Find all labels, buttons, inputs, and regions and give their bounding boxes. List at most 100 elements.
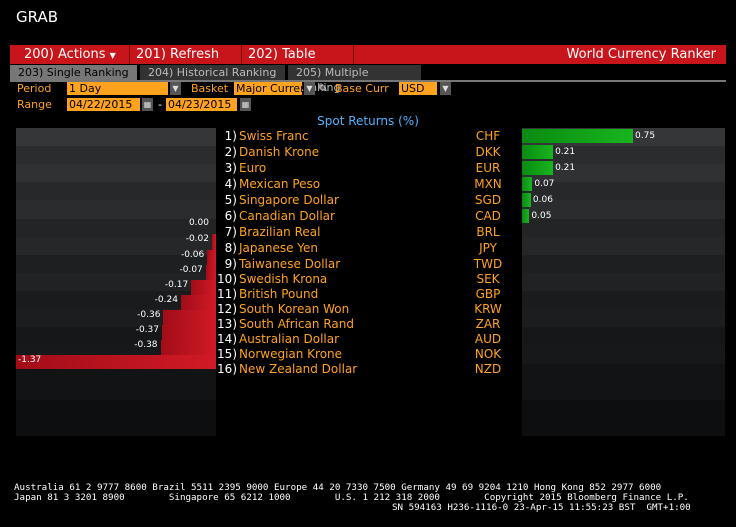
currency-name[interactable]: Swedish Krona xyxy=(239,272,328,286)
chart-band xyxy=(522,254,725,273)
basket-dropdown-icon[interactable]: ▼ xyxy=(304,82,315,95)
actions-menu-button[interactable]: 200) Actions ▼ xyxy=(18,45,130,64)
chart-band xyxy=(16,399,216,418)
negative-return-label: -0.24 xyxy=(154,295,178,305)
currency-code[interactable]: NOK xyxy=(474,347,502,361)
positive-return-label: 0.75 xyxy=(635,131,656,141)
currency-code[interactable]: AUD xyxy=(474,332,502,346)
chart-band xyxy=(522,146,725,165)
rank-number: 7) xyxy=(224,225,237,239)
chart-band xyxy=(522,182,725,201)
rank-number: 15) xyxy=(217,347,237,361)
footer-contacts-line-1: Australia 61 2 9777 8600 Brazil 5511 239… xyxy=(14,482,662,493)
positive-return-label: 0.21 xyxy=(555,163,576,173)
negative-return-label: -0.17 xyxy=(164,280,189,290)
chart-band xyxy=(522,272,725,292)
chart-band xyxy=(522,164,725,183)
range-label: Range xyxy=(17,98,52,111)
base-currency-dropdown-icon[interactable]: ▼ xyxy=(440,82,451,95)
currency-code[interactable]: TWD xyxy=(473,257,503,271)
range-start-field[interactable]: 04/22/2015 xyxy=(67,98,140,111)
period-label: Period xyxy=(17,82,52,95)
basket-field[interactable]: Major Curren xyxy=(234,82,302,95)
chart-band xyxy=(16,164,216,183)
currency-name[interactable]: Japanese Yen xyxy=(239,241,319,255)
positive-return-bar xyxy=(522,177,533,191)
chart-band xyxy=(16,128,216,147)
currency-code[interactable]: MXN xyxy=(474,177,502,191)
period-field[interactable]: 1 Day xyxy=(67,82,168,95)
currency-name[interactable]: South Korean Won xyxy=(239,302,350,316)
currency-code[interactable]: BRL xyxy=(476,225,500,239)
chart-band xyxy=(16,236,216,255)
range-end-field[interactable]: 04/23/2015 xyxy=(166,98,237,111)
currency-name[interactable]: Danish Krone xyxy=(239,145,320,159)
currency-code[interactable]: KRW xyxy=(474,302,502,316)
currency-code[interactable]: CHF xyxy=(475,129,501,143)
refresh-button[interactable]: 201) Refresh xyxy=(130,45,242,64)
footer-contacts-line-2: Japan 81 3 3201 8900 Singapore 65 6212 1… xyxy=(14,492,689,503)
chart-band xyxy=(522,218,725,237)
currency-name[interactable]: Swiss Franc xyxy=(239,129,309,143)
chart-band xyxy=(16,381,216,400)
chart-band xyxy=(522,291,725,310)
negative-return-label: -0.36 xyxy=(137,310,161,320)
rank-number: 12) xyxy=(217,302,237,316)
app-title: GRAB xyxy=(16,8,58,26)
chart-band xyxy=(522,363,725,382)
calendar-icon[interactable]: ▦ xyxy=(142,98,153,111)
rank-number: 16) xyxy=(217,362,237,376)
negative-return-label: -0.06 xyxy=(180,250,205,260)
tab-single-ranking[interactable]: 203) Single Ranking xyxy=(10,65,137,80)
currency-code[interactable]: SEK xyxy=(476,272,500,286)
chart-band xyxy=(522,381,725,400)
base-currency-field[interactable]: USD xyxy=(399,82,437,95)
currency-name[interactable]: Taiwanese Dollar xyxy=(239,257,341,271)
currency-name[interactable]: British Pound xyxy=(239,287,319,301)
pencil-icon[interactable]: ✎ xyxy=(318,81,329,95)
currency-code[interactable]: JPY xyxy=(479,241,497,255)
currency-code[interactable]: ZAR xyxy=(475,317,501,331)
negative-return-label: -0.02 xyxy=(185,234,209,244)
positive-return-bar xyxy=(522,145,554,159)
currency-name[interactable]: New Zealand Dollar xyxy=(239,362,358,376)
positive-return-bar xyxy=(522,129,633,143)
currency-name[interactable]: Norwegian Krone xyxy=(239,347,343,361)
chart-band xyxy=(16,182,216,201)
currency-name[interactable]: Singapore Dollar xyxy=(239,193,339,207)
tab-multiple-ranking[interactable]: 205) Multiple Ranking xyxy=(288,65,421,94)
table-button[interactable]: 202) Table xyxy=(242,45,354,64)
chart-band xyxy=(522,399,725,418)
currency-code[interactable]: GBP xyxy=(475,287,501,301)
negative-return-label: -1.37 xyxy=(18,355,42,365)
currency-name[interactable]: Euro xyxy=(239,161,267,175)
chart-title: Spot Returns (%) xyxy=(317,114,419,128)
rank-number: 2) xyxy=(224,145,237,159)
rank-number: 6) xyxy=(224,209,237,223)
chart-band xyxy=(16,218,216,237)
tab-divider xyxy=(10,80,726,82)
currency-name[interactable]: South African Rand xyxy=(239,317,354,331)
chart-band xyxy=(16,417,216,436)
currency-name[interactable]: Mexican Peso xyxy=(239,177,321,191)
chart-band xyxy=(16,272,216,292)
currency-code[interactable]: SGD xyxy=(474,193,502,207)
tab-historical-ranking[interactable]: 204) Historical Ranking xyxy=(140,65,285,80)
currency-code[interactable]: EUR xyxy=(475,161,501,175)
chart-band xyxy=(522,200,725,219)
currency-name[interactable]: Brazilian Real xyxy=(239,225,321,239)
positive-return-bar xyxy=(522,209,530,223)
positive-return-label: 0.06 xyxy=(532,195,553,205)
currency-name[interactable]: Canadian Dollar xyxy=(239,209,335,223)
rank-number: 9) xyxy=(224,257,237,271)
currency-code[interactable]: DKK xyxy=(475,145,501,159)
currency-code[interactable]: NZD xyxy=(474,362,502,376)
currency-code[interactable]: CAD xyxy=(475,209,501,223)
calendar-icon[interactable]: ▦ xyxy=(240,98,251,111)
negative-return-bar xyxy=(16,355,216,369)
chart-band xyxy=(16,200,216,219)
currency-name[interactable]: Australian Dollar xyxy=(239,332,340,346)
positive-return-label: 0.21 xyxy=(555,147,576,157)
rank-number: 10) xyxy=(217,272,237,286)
period-dropdown-icon[interactable]: ▼ xyxy=(170,82,181,95)
